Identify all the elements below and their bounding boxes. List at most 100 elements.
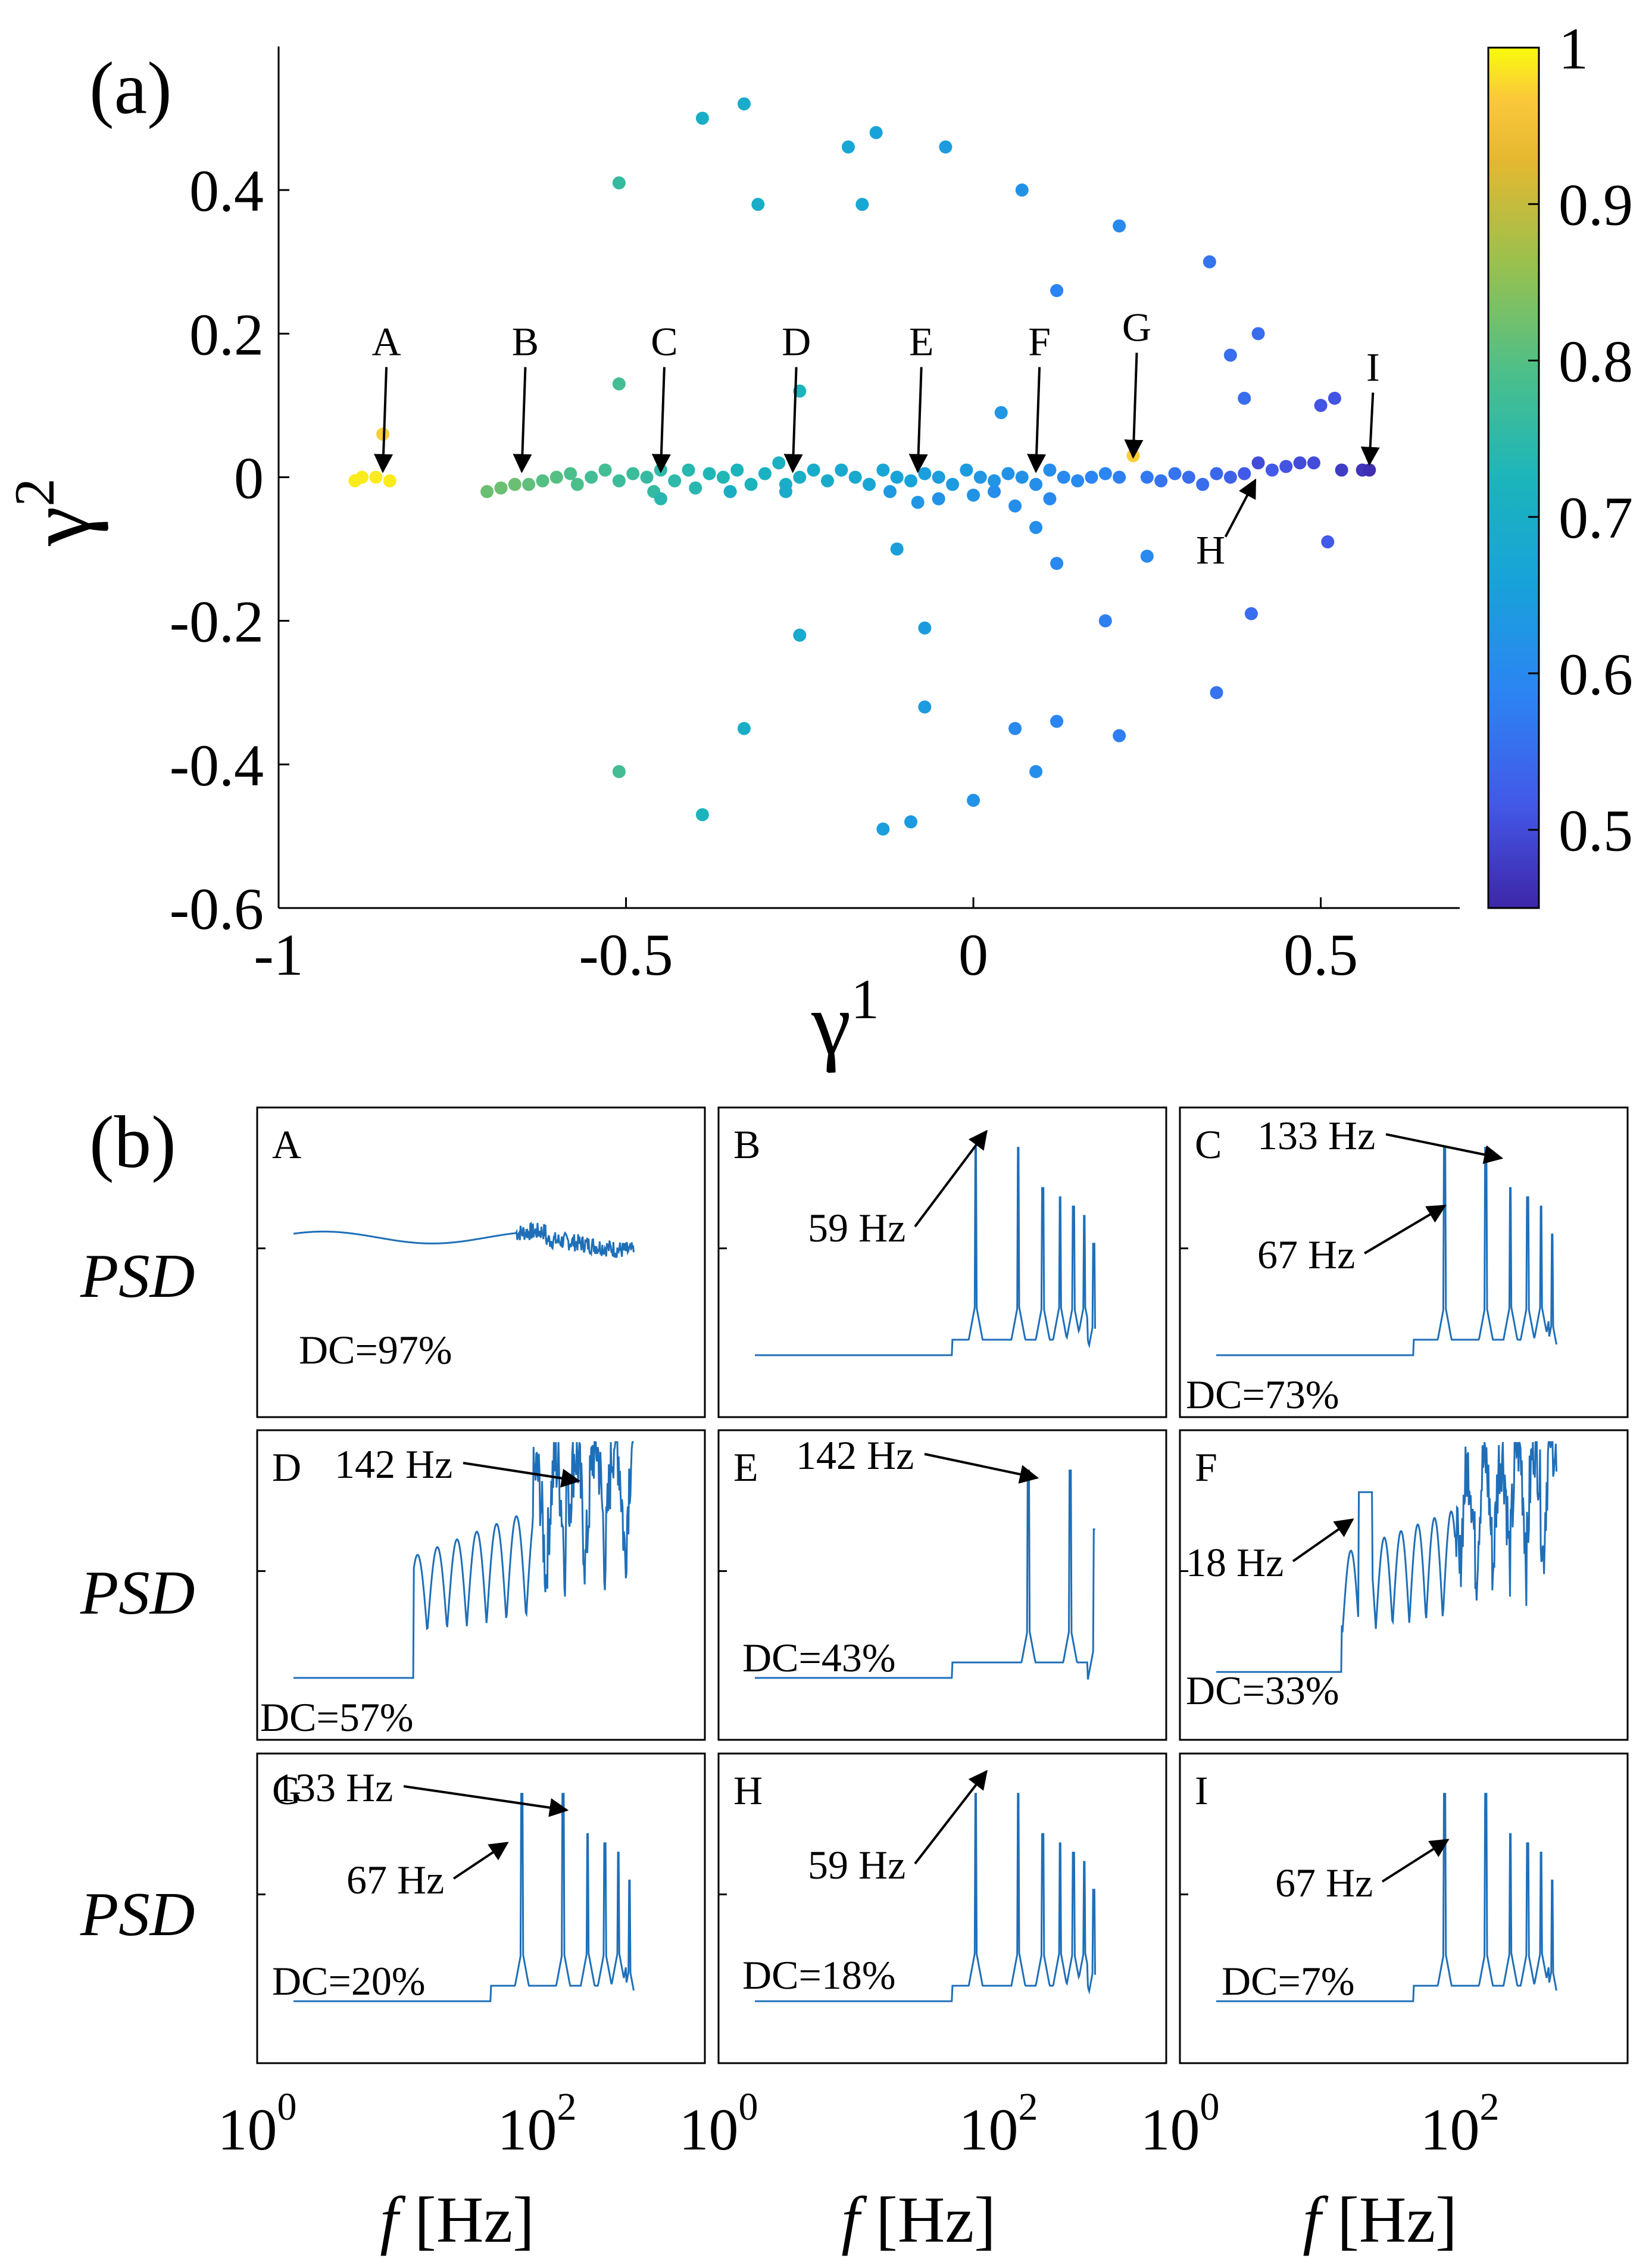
scatter-point <box>1182 470 1195 484</box>
scatter-point <box>737 722 751 735</box>
y-tick-label: -0.2 <box>170 589 264 655</box>
colorbar-tick-label: 0.7 <box>1559 485 1633 551</box>
psd-annotation-arrow <box>914 1130 988 1228</box>
scatter-point <box>612 765 626 778</box>
psd-xaxis-label: f [Hz] <box>1303 2183 1457 2256</box>
psd-annotation: 18 Hz <box>1186 1540 1283 1585</box>
psd-curve <box>293 1793 635 2002</box>
scatter-point <box>598 463 612 477</box>
scatter-point <box>1140 550 1154 563</box>
scatter-point <box>946 478 960 491</box>
scatter-point <box>1050 283 1064 297</box>
psd-annotation: DC=7% <box>1222 1958 1354 2004</box>
colorbar-tick-label: 0.8 <box>1559 328 1633 394</box>
scatter-point <box>1050 557 1064 570</box>
psd-annotation: 67 Hz <box>346 1857 444 1902</box>
scatter-point <box>841 140 855 154</box>
panel-a: (a) -1 -0.5 0 0.5 0.4 0.2 0 -0.2 -0.4 -0.6 A B C D E F… <box>3 15 1633 1074</box>
y-tick-label: 0.4 <box>189 158 264 224</box>
scatter-point <box>918 621 932 635</box>
scatter-point <box>480 485 494 498</box>
scatter-point <box>355 470 369 484</box>
scatter-point <box>549 470 563 484</box>
psd-xtick-label: 102 <box>959 2085 1038 2163</box>
psd-curve <box>755 1793 1096 2002</box>
panel-b: (b) PSD PSD PSD A DC=97% B 59 Hz C 133 Hz 67 H… <box>80 1102 1629 2256</box>
scatter-point <box>1140 470 1154 484</box>
scatter-point <box>695 808 709 822</box>
scatter-point <box>876 822 890 836</box>
scatter-point <box>744 478 758 491</box>
y-tick-label: 0.2 <box>189 301 264 367</box>
scatter-point <box>1029 478 1043 491</box>
scatter-point <box>1043 492 1057 506</box>
scatter-point <box>960 463 973 477</box>
scatter-point <box>1328 391 1341 405</box>
scatter-point <box>1085 470 1098 484</box>
scatter-point <box>1001 467 1015 481</box>
panel-a-label: (a) <box>89 48 172 130</box>
psd-subplots: A DC=97% B 59 Hz C 133 Hz 67 Hz DC=73% D 142 Hz DC… <box>256 1106 1629 2064</box>
psd-annotation: DC=97% <box>299 1327 452 1372</box>
psd-curve <box>755 1147 1096 1356</box>
psd-panel-C: C 133 Hz 67 Hz DC=73% <box>1179 1106 1629 1418</box>
scatter-point <box>918 467 932 481</box>
psd-frame <box>256 1429 706 1741</box>
scatter-point <box>1244 607 1258 620</box>
x-tick-label: 0.5 <box>1283 922 1358 988</box>
psd-annotation-arrow <box>1381 1839 1450 1883</box>
scatter-point <box>939 140 953 154</box>
psd-annotation: 67 Hz <box>1257 1232 1355 1277</box>
scatter-point <box>1015 183 1029 197</box>
scatter-point <box>904 474 918 488</box>
psd-annotation: 59 Hz <box>808 1205 905 1250</box>
scatter-point <box>1043 463 1057 477</box>
psd-frame <box>717 1429 1167 1741</box>
scatter-point <box>1029 765 1043 778</box>
scatter-point <box>702 467 716 481</box>
scatter-point <box>1293 456 1307 470</box>
scatter-point <box>1029 520 1043 534</box>
scatter-point <box>654 492 667 506</box>
y-tick-label: -0.6 <box>170 876 264 942</box>
scatter-point <box>1015 470 1029 484</box>
scatter-point <box>1098 614 1112 628</box>
psd-frame <box>1179 1429 1629 1741</box>
scatter-point <box>1321 535 1335 549</box>
scatter-point <box>967 794 980 807</box>
scatter-point <box>695 111 709 125</box>
scatter-point <box>508 478 521 491</box>
psd-annotation-arrow <box>924 1453 1039 1484</box>
psd-annotation: DC=20% <box>272 1958 425 2004</box>
scatter-point <box>585 470 598 484</box>
annotation-arrow <box>1224 478 1257 538</box>
scatter-point <box>793 628 807 642</box>
annotation-arrow <box>374 367 394 473</box>
scatter-point <box>932 470 945 484</box>
annotation-label: A <box>372 319 401 364</box>
psd-panel-letter: D <box>272 1445 301 1490</box>
scatter-point <box>973 470 987 484</box>
scatter-point <box>772 456 786 470</box>
annotation-label: B <box>512 319 539 364</box>
scatter-point <box>730 463 744 477</box>
scatter-point <box>1238 467 1251 481</box>
psd-panel-letter: C <box>1195 1122 1222 1167</box>
scatter-point <box>904 815 918 829</box>
psd-frame <box>717 1752 1167 2064</box>
scatter-point <box>369 470 383 484</box>
scatter-point <box>1113 470 1126 484</box>
psd-frame <box>256 1106 706 1418</box>
psd-panel-letter: E <box>733 1445 758 1490</box>
scatter-point <box>1223 348 1237 362</box>
scatter-point <box>1113 729 1126 742</box>
annotation-label: F <box>1028 319 1051 364</box>
annotation-arrow <box>908 367 928 473</box>
scatter-point <box>376 428 390 441</box>
psd-frame <box>717 1106 1167 1418</box>
scatter-point <box>1363 463 1376 477</box>
scatter-point <box>994 405 1008 419</box>
scatter-point <box>932 492 945 506</box>
scatter-point <box>612 377 626 391</box>
